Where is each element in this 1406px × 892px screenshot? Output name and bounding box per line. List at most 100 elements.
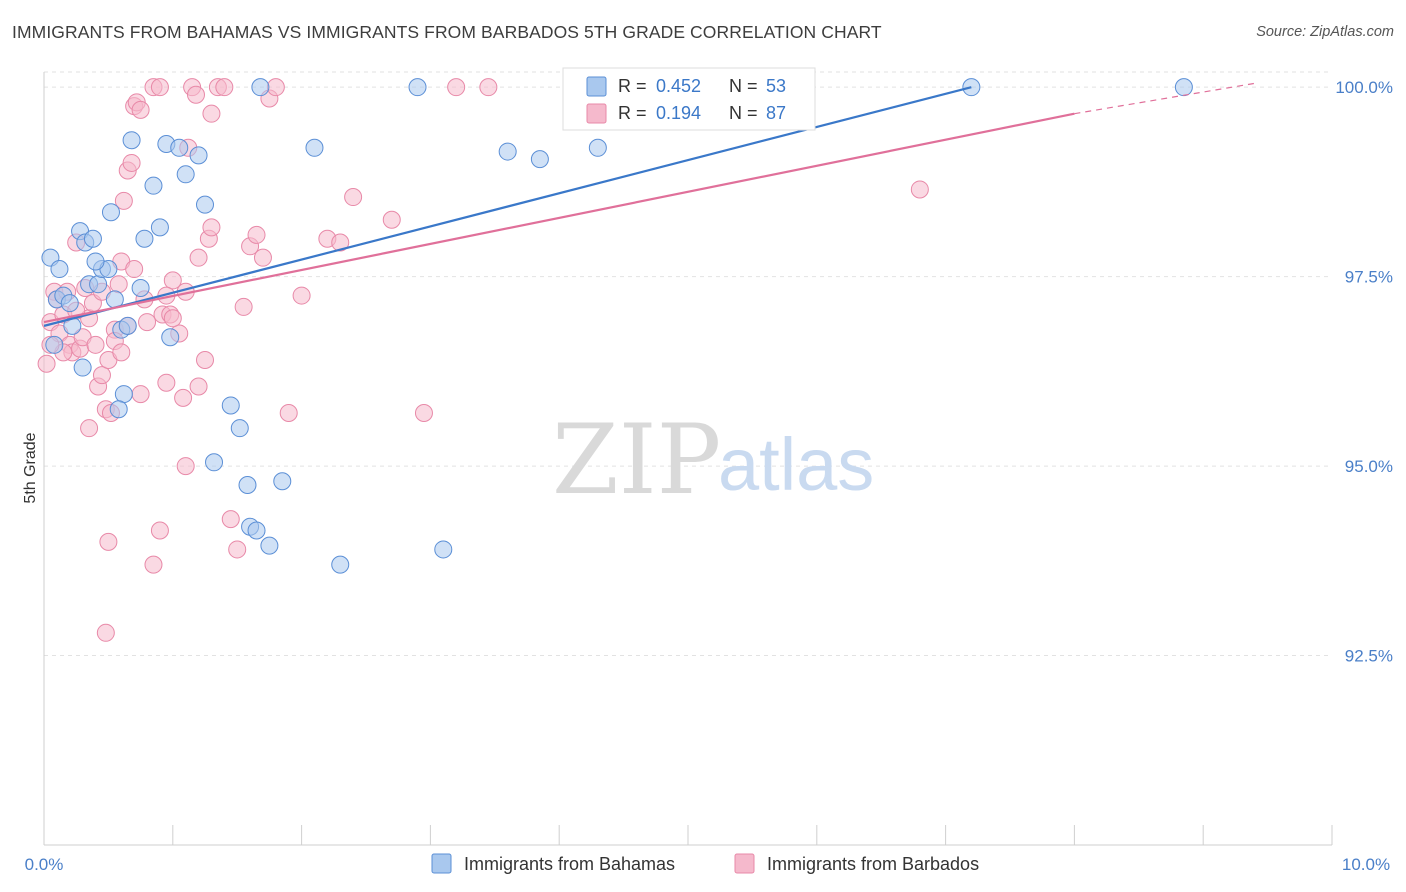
barbados-trend-line — [44, 114, 1074, 322]
barbados-point — [187, 86, 204, 103]
bahamas-point — [84, 230, 101, 247]
barbados-point — [229, 541, 246, 558]
bahamas-point — [136, 230, 153, 247]
scatter-chart: 92.5% 95.0% 97.5% 100.0% ZIP atlas 0.0% 10.0… — [0, 0, 1406, 892]
barbados-point — [38, 355, 55, 372]
bahamas-legend-swatch — [587, 77, 606, 96]
bahamas-point — [261, 537, 278, 554]
barbados-point — [345, 189, 362, 206]
watermark-atlas: atlas — [718, 423, 874, 506]
legend-r-label: R = — [618, 76, 647, 96]
bahamas-point — [87, 253, 104, 270]
bahamas-point — [51, 261, 68, 278]
bahamas-point — [332, 556, 349, 573]
bahamas-point — [206, 454, 223, 471]
bahamas-point — [177, 166, 194, 183]
watermark-zip: ZIP — [552, 404, 721, 516]
barbados-point — [415, 405, 432, 422]
bahamas-trend-line — [44, 87, 971, 326]
barbados-point — [139, 314, 156, 331]
barbados-point — [480, 79, 497, 96]
bahamas-point — [222, 397, 239, 414]
bahamas-point — [499, 143, 516, 160]
bahamas-point — [252, 79, 269, 96]
bahamas-point — [61, 295, 78, 312]
barbados-series-label: Immigrants from Barbados — [767, 854, 979, 874]
barbados-point — [177, 458, 194, 475]
barbados-point — [448, 79, 465, 96]
barbados-point — [216, 79, 233, 96]
barbados-point — [203, 105, 220, 122]
barbados-point — [175, 389, 192, 406]
barbados-point — [110, 276, 127, 293]
barbados-point — [132, 101, 149, 118]
barbados-point — [190, 249, 207, 266]
barbados-point — [203, 219, 220, 236]
stats-legend: R = 0.452 N = 53R = 0.194 N = 87 — [563, 68, 815, 130]
bahamas-point — [102, 204, 119, 221]
bahamas-point — [531, 151, 548, 168]
bahamas-point — [409, 79, 426, 96]
barbados-point — [97, 624, 114, 641]
legend-n-value: 53 — [766, 76, 786, 96]
watermark: ZIP atlas — [552, 404, 874, 516]
grid-layer: 92.5% 95.0% 97.5% 100.0% — [44, 72, 1393, 666]
y-axis-title: 5th Grade — [22, 432, 39, 503]
bahamas-point — [306, 139, 323, 156]
bahamas-point — [248, 522, 265, 539]
y-tick-label: 97.5% — [1345, 268, 1393, 287]
legend-r-value: 0.194 — [656, 103, 701, 123]
barbados-point — [190, 378, 207, 395]
bahamas-point — [110, 401, 127, 418]
bahamas-point — [1175, 79, 1192, 96]
barbados-point — [383, 211, 400, 228]
barbados-point — [113, 344, 130, 361]
points-layer — [38, 79, 1192, 642]
bahamas-point — [90, 276, 107, 293]
barbados-point — [100, 533, 117, 550]
barbados-point — [126, 261, 143, 278]
y-tick-label: 95.0% — [1345, 457, 1393, 476]
barbados-point — [151, 79, 168, 96]
bahamas-point — [115, 386, 132, 403]
bahamas-point — [589, 139, 606, 156]
barbados-point — [151, 522, 168, 539]
bahamas-point — [435, 541, 452, 558]
bahamas-point — [123, 132, 140, 149]
barbados-point — [222, 511, 239, 528]
y-tick-label: 100.0% — [1335, 78, 1393, 97]
barbados-point — [248, 226, 265, 243]
y-tick-label: 92.5% — [1345, 647, 1393, 666]
bahamas-point — [151, 219, 168, 236]
bahamas-point — [190, 147, 207, 164]
legend-r-value: 0.452 — [656, 76, 701, 96]
barbados-point — [235, 298, 252, 315]
barbados-point — [158, 374, 175, 391]
barbados-series-swatch — [735, 854, 754, 873]
bahamas-point — [145, 177, 162, 194]
barbados-point — [280, 405, 297, 422]
x-tick-label-min: 0.0% — [25, 855, 64, 874]
barbados-point — [145, 556, 162, 573]
barbados-point — [267, 79, 284, 96]
bahamas-point — [239, 477, 256, 494]
bahamas-point — [132, 279, 149, 296]
barbados-point — [123, 154, 140, 171]
bahamas-point — [274, 473, 291, 490]
bahamas-point — [74, 359, 91, 376]
barbados-trend-extension — [1074, 83, 1254, 113]
bahamas-series-swatch — [432, 854, 451, 873]
legend-n-value: 87 — [766, 103, 786, 123]
legend-n-label: N = — [729, 76, 758, 96]
series-legend: Immigrants from Bahamas Immigrants from B… — [432, 854, 979, 874]
bahamas-point — [197, 196, 214, 213]
x-tick-label-max: 10.0% — [1342, 855, 1390, 874]
bahamas-point — [162, 329, 179, 346]
bahamas-point — [119, 317, 136, 334]
barbados-point — [293, 287, 310, 304]
barbados-point — [164, 310, 181, 327]
barbados-point — [81, 420, 98, 437]
barbados-point — [87, 336, 104, 353]
barbados-point — [197, 351, 214, 368]
barbados-point — [132, 386, 149, 403]
